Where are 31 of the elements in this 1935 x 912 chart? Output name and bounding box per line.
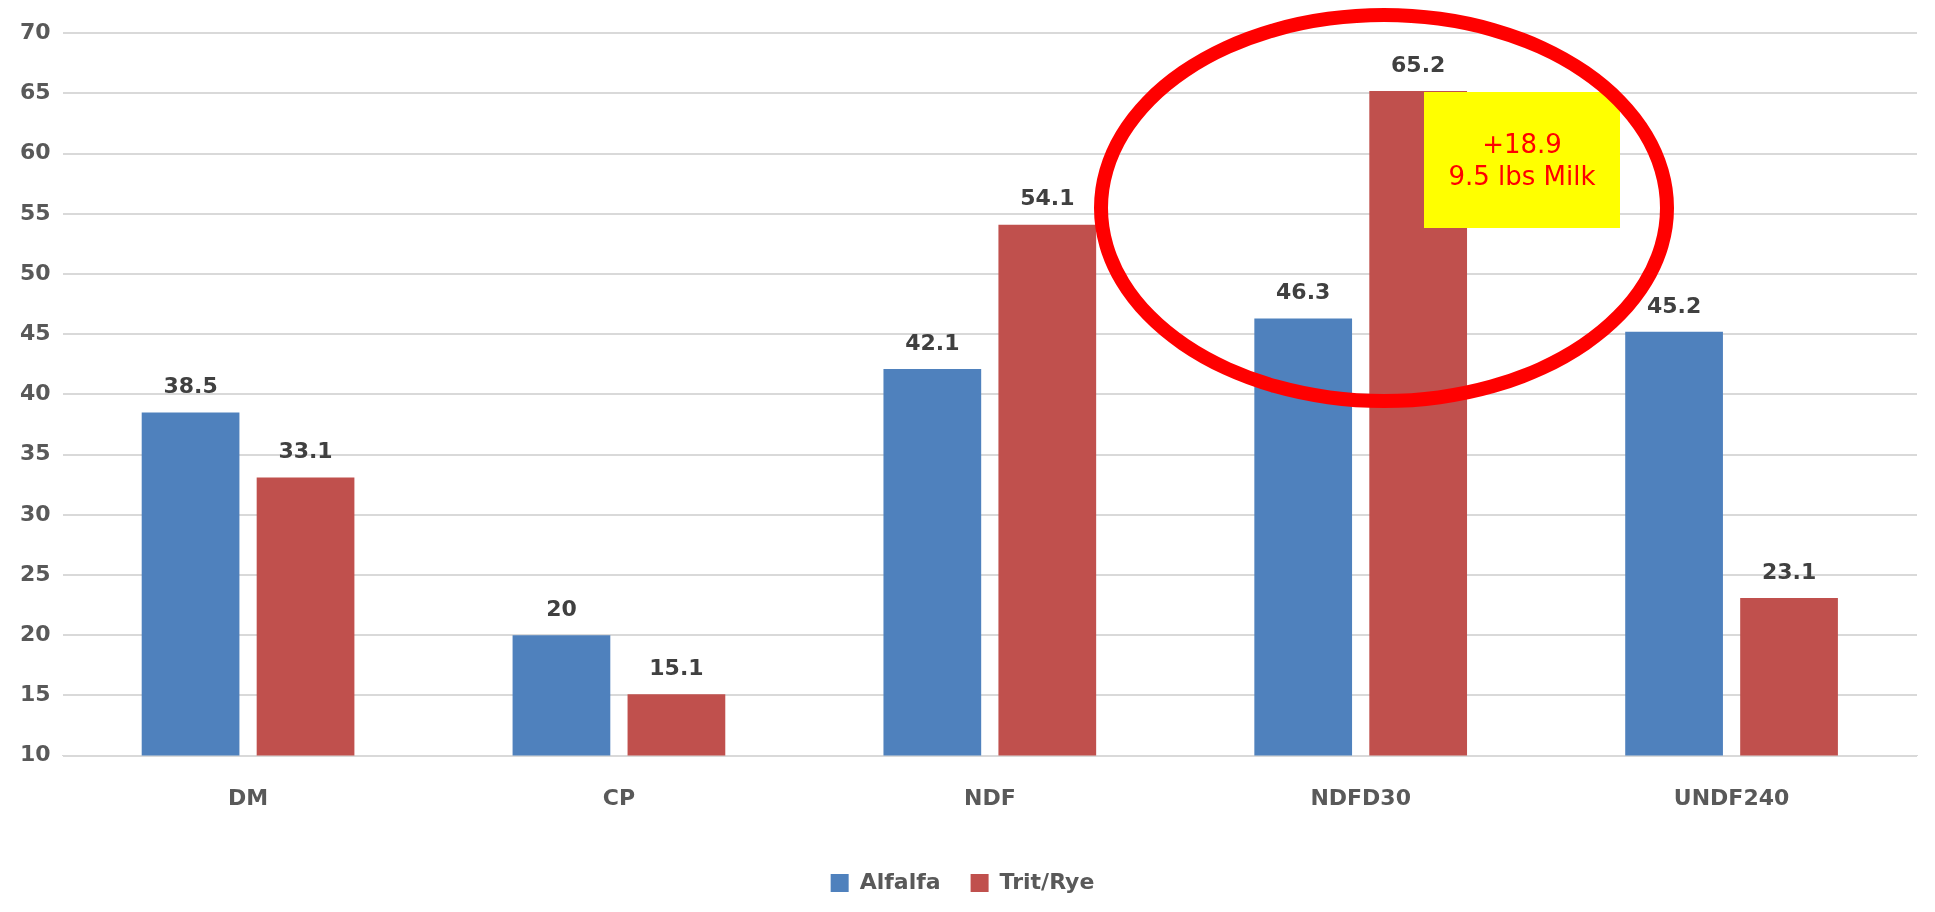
y-tick-label: 45 xyxy=(19,319,51,345)
data-label: 65.2 xyxy=(1391,51,1446,77)
data-label: 54.1 xyxy=(1020,185,1075,211)
data-label: 20 xyxy=(546,595,577,621)
data-label: 38.5 xyxy=(163,373,218,399)
x-tick-label: NDF xyxy=(963,784,1016,810)
y-tick-label: 15 xyxy=(19,681,51,707)
y-tick-label: 35 xyxy=(19,440,51,466)
x-tick-label: NDFD30 xyxy=(1310,784,1411,810)
y-tick-label: 55 xyxy=(19,199,51,225)
y-tick-label: 70 xyxy=(19,18,51,44)
x-tick-label: CP xyxy=(602,784,636,810)
x-tick-label: DM xyxy=(227,784,269,810)
y-tick-label: 60 xyxy=(19,139,51,165)
y-tick-label: 65 xyxy=(19,79,51,105)
y-tick-label: 20 xyxy=(19,620,51,646)
x-tick-label: UNDF240 xyxy=(1673,784,1790,810)
y-tick-label: 40 xyxy=(19,380,51,406)
y-tick-label: 10 xyxy=(19,741,51,767)
y-tick-label: 30 xyxy=(19,500,51,526)
data-label: 45.2 xyxy=(1646,292,1702,318)
y-tick-label: 50 xyxy=(19,259,51,285)
data-label: 33.1 xyxy=(278,438,333,464)
legend-label: Trit/Rye xyxy=(999,868,1095,894)
y-tick-label: 25 xyxy=(19,560,51,586)
data-label: 46.3 xyxy=(1276,279,1331,305)
callout-box: +18.9 9.5 lbs Milk xyxy=(1424,92,1620,228)
data-label: 23.1 xyxy=(1761,558,1817,584)
legend-label: Alfalfa xyxy=(859,868,941,894)
data-label: 42.1 xyxy=(905,329,960,355)
data-label: 15.1 xyxy=(649,654,704,680)
